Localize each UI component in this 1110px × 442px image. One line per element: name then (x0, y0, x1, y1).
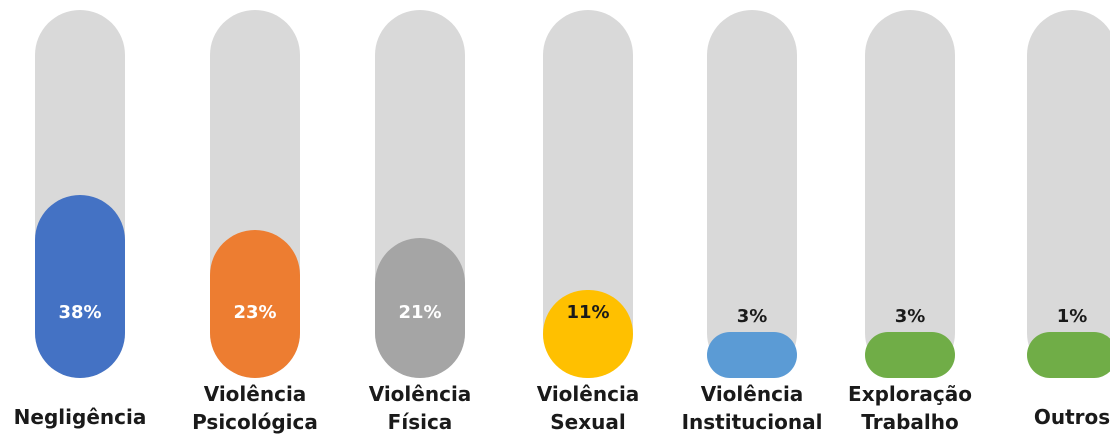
category-label-line: Institucional (682, 410, 823, 434)
category-label-line: Outros (1034, 405, 1110, 429)
category-label-line: Exploração (848, 382, 972, 406)
category-label: Violência Física (369, 382, 472, 434)
data-label: 38% (58, 302, 101, 323)
category-label: Negligência (14, 405, 147, 429)
bar-track (543, 10, 633, 378)
category-label: Violência Sexual (537, 382, 640, 434)
category-label-line: Violência (204, 382, 307, 406)
data-label: 1% (1057, 306, 1088, 327)
category-label-line: Negligência (14, 405, 147, 429)
category-label-line: Violência (537, 382, 640, 406)
category-label: Violência Institucional (682, 382, 823, 434)
bar (210, 230, 300, 378)
bar (35, 195, 125, 378)
category-label-line: Trabalho (861, 410, 958, 434)
bar-track (865, 10, 955, 378)
bar (865, 332, 955, 378)
category-label-line: Violência (369, 382, 472, 406)
bar-track (1027, 10, 1110, 378)
data-label: 3% (895, 306, 926, 327)
category-label-line: Violência (701, 382, 804, 406)
bar-track (707, 10, 797, 378)
bar (1027, 332, 1110, 378)
category-label-line: Física (388, 410, 453, 434)
category-label-line: Psicológica (192, 410, 318, 434)
data-label: 3% (737, 306, 768, 327)
data-label: 23% (233, 302, 276, 323)
data-label: 21% (398, 302, 441, 323)
category-label-line: Sexual (550, 410, 625, 434)
bar (543, 290, 633, 378)
category-label: Exploração Trabalho (848, 382, 972, 434)
bar (375, 238, 465, 378)
category-label: Outros (1034, 405, 1110, 429)
category-label: Violência Psicológica (192, 382, 318, 434)
bar (707, 332, 797, 378)
data-label: 11% (566, 302, 609, 323)
